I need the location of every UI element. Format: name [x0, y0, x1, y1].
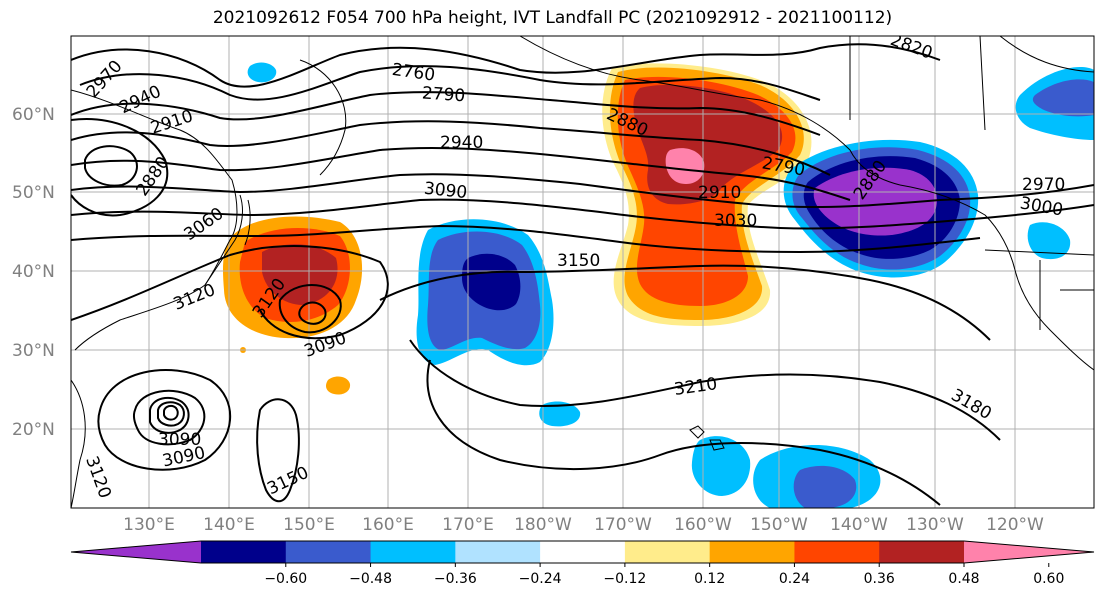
lat-tick-label: 50°N	[12, 183, 55, 203]
coast-hawaii	[689, 425, 725, 451]
ivt-negative-small-blob-1	[247, 62, 277, 83]
colorbar-tick-label: −0.60	[264, 571, 307, 587]
lon-tick-label: 160°W	[674, 515, 732, 535]
lon-tick-label: 150°E	[283, 515, 335, 535]
contour-label: 3090	[158, 430, 201, 450]
lon-tick-label: 140°W	[830, 515, 888, 535]
lat-tick-label: 20°N	[12, 420, 55, 440]
colorbar-extend-min	[71, 541, 201, 563]
ivt-negative-small-blob-2	[539, 401, 581, 427]
coast-kamchatka	[299, 59, 347, 176]
colorbar-bin	[455, 541, 541, 563]
contour-label: 2790	[421, 83, 466, 106]
colorbar-tick-label: −0.12	[603, 571, 646, 587]
coast-japan	[204, 194, 251, 286]
colorbar-outline	[70, 540, 1095, 564]
colorbar-tick-label: −0.48	[349, 571, 392, 587]
ivt-positive-west-pacific-max	[262, 244, 338, 306]
contour-subtropical-1	[379, 264, 991, 341]
contour-mid-5	[71, 224, 981, 254]
lat-tick-label: 30°N	[12, 341, 55, 361]
height-contours	[71, 43, 1094, 506]
contour-label: 2970	[1022, 175, 1065, 195]
ivt-negative-south-core	[793, 465, 857, 508]
lon-tick-label: 170°E	[442, 515, 494, 535]
contour-typhoon-2	[157, 401, 185, 427]
contour-typhoon-outer	[97, 369, 232, 471]
contour-mid-2	[71, 146, 851, 201]
lon-axis: 130°E 140°E 150°E 160°E 170°E 180°W 170°…	[123, 515, 1044, 535]
colorbar-bin	[709, 541, 795, 563]
contour-nw-outer	[71, 118, 169, 217]
lon-tick-label: 180°W	[514, 515, 572, 535]
ivt-negative-canada-core	[1032, 79, 1094, 117]
contour-nw-low	[84, 145, 138, 187]
colorbar-tick-label: 0.48	[948, 571, 979, 587]
contour-north-1	[71, 43, 941, 88]
colorbar-bin	[370, 541, 456, 563]
contour-high-south	[256, 398, 300, 503]
contour-label: 3150	[557, 251, 600, 271]
colorbar-tick-label: 0.24	[779, 571, 810, 587]
lat-tick-label: 60°N	[12, 105, 55, 125]
lat-tick-label: 40°N	[12, 262, 55, 282]
colorbar-tick-label: 0.12	[694, 571, 725, 587]
contour-low-west-pacific-2	[298, 301, 327, 325]
colorbar-bin	[540, 541, 626, 563]
lon-tick-label: 140°E	[203, 515, 255, 535]
contour-north-3	[71, 91, 821, 136]
contour-label: 3090	[423, 179, 468, 203]
ivt-negative-hawaii	[691, 436, 751, 496]
coast-canada	[849, 36, 1094, 131]
colorbar: −0.60 −0.48 −0.36 −0.24 −0.12 0.12 0.24 0.36 0.4…	[70, 540, 1095, 587]
contour-typhoon-1	[149, 396, 190, 434]
coast-nw-america	[899, 184, 1094, 371]
colorbar-bin	[794, 541, 880, 563]
lon-tick-label: 130°W	[906, 515, 964, 535]
contour-subtropical-2	[409, 339, 1001, 441]
ivt-negative-ne-pacific-purple	[813, 167, 937, 236]
coast-east-asia	[71, 89, 238, 508]
ivt-negative-central-pacific-core	[462, 253, 521, 311]
map-title: 2021092612 F054 700 hPa height, IVT Land…	[212, 8, 893, 28]
lon-tick-label: 150°W	[750, 515, 808, 535]
ivt-positive-small-blob	[326, 376, 351, 395]
contour-south-1	[71, 245, 389, 340]
contour-label: 2910	[698, 183, 741, 203]
ivt-positive-gulf-of-alaska-pink	[665, 148, 705, 184]
lon-tick-label: 170°W	[594, 515, 652, 535]
lon-tick-label: 130°E	[123, 515, 175, 535]
colorbar-bin	[879, 541, 965, 563]
ivt-negative-small-blob-3	[1027, 222, 1071, 260]
ivt-positive-shading	[222, 63, 812, 395]
coastlines	[71, 36, 1094, 508]
colorbar-bin	[201, 541, 287, 563]
contour-label: 3030	[714, 211, 757, 231]
map-frame	[70, 35, 1095, 509]
coast-us-border	[984, 249, 1094, 330]
ivt-negative-shading	[247, 62, 1094, 508]
colorbar-bin	[285, 541, 372, 563]
colorbar-tick-label: 0.60	[1033, 571, 1064, 587]
contour-typhoon-3	[163, 404, 179, 421]
contour-subtropical-3	[426, 359, 941, 506]
lon-tick-label: 120°W	[986, 515, 1044, 535]
colorbar-tick-label: −0.36	[434, 571, 477, 587]
lat-axis: 60°N 50°N 40°N 30°N 20°N	[12, 105, 55, 440]
contour-mid-3	[71, 173, 1094, 209]
contour-north-2	[79, 65, 821, 101]
colorbar-tick-label: −0.24	[519, 571, 562, 587]
colorbar-extend-max	[964, 541, 1094, 563]
contour-mid-4	[71, 198, 1094, 230]
colorbar-bin	[624, 541, 711, 563]
contour-typhoon-mid	[133, 389, 206, 446]
colorbar-tick-label: 0.36	[864, 571, 895, 587]
contour-mid-1	[71, 120, 831, 176]
contour-low-west-pacific-1	[278, 284, 342, 334]
contour-label: 2940	[440, 133, 483, 153]
lon-tick-label: 160°E	[362, 515, 414, 535]
